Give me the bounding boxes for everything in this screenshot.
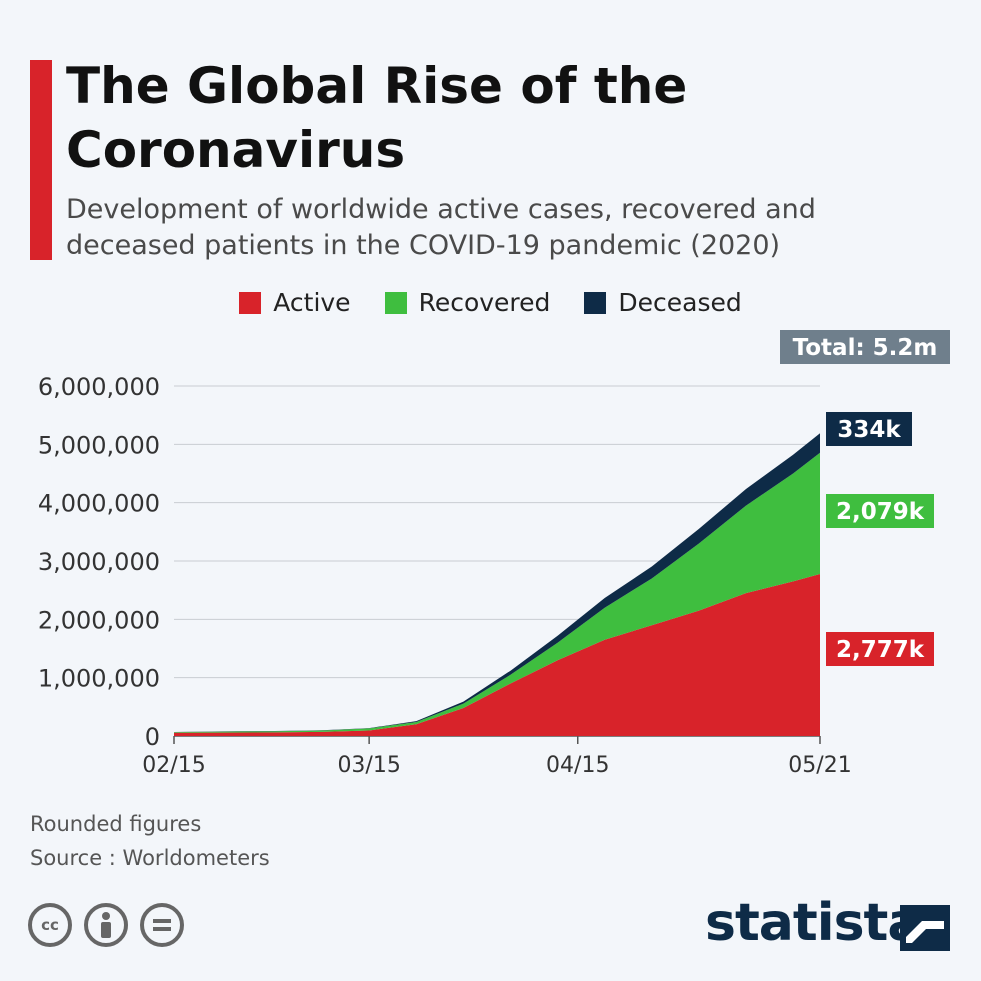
active-end-label: 2,777k bbox=[826, 632, 934, 666]
y-tick-label: 4,000,000 bbox=[38, 490, 160, 518]
legend-item-active: Active bbox=[239, 288, 351, 317]
y-tick-label: 2,000,000 bbox=[38, 606, 160, 634]
legend-item-deceased: Deceased bbox=[584, 288, 742, 317]
y-tick-label: 0 bbox=[145, 723, 160, 751]
legend-label-active: Active bbox=[273, 288, 351, 317]
y-tick-label: 3,000,000 bbox=[38, 548, 160, 576]
active-end-label-text: 2,777k bbox=[836, 637, 925, 663]
chart-title: The Global Rise of the Coronavirus bbox=[66, 57, 688, 179]
active-end-label-bg bbox=[826, 632, 934, 666]
by-person-icon[interactable] bbox=[84, 903, 128, 947]
legend-label-deceased: Deceased bbox=[618, 288, 742, 317]
deceased-end-label-bg bbox=[826, 412, 912, 446]
x-tick-label: 04/15 bbox=[546, 753, 609, 778]
total-badge-bg bbox=[780, 330, 950, 364]
area-recovered bbox=[174, 452, 820, 733]
chart-canvas: 0 1,000,000 2,000,000 3,000,000 4,000,000 5,0… bbox=[38, 330, 950, 778]
statista-logo-icon[interactable] bbox=[900, 905, 950, 951]
y-tick-label: 5,000,000 bbox=[38, 431, 160, 459]
legend-swatch-deceased bbox=[584, 291, 607, 314]
person-glyph-icon bbox=[101, 912, 111, 938]
x-tick-label: 05/21 bbox=[788, 753, 851, 778]
legend-item-recovered: Recovered bbox=[384, 288, 551, 317]
legend-swatch-active bbox=[239, 291, 262, 314]
statista-logo-text[interactable]: statista bbox=[705, 893, 922, 953]
deceased-end-label: 334k bbox=[826, 412, 912, 446]
recovered-end-label-bg bbox=[826, 494, 934, 528]
recovered-end-label-text: 2,079k bbox=[836, 499, 925, 525]
x-tick-label: 03/15 bbox=[337, 753, 400, 778]
cc-icon[interactable]: cc bbox=[28, 903, 72, 947]
footnote-rounded: Rounded figures bbox=[30, 812, 202, 836]
legend-swatch-recovered bbox=[384, 291, 407, 314]
equals-glyph-icon bbox=[153, 919, 171, 931]
total-badge: Total: 5.2m bbox=[780, 330, 950, 364]
footnote-source: Source : Worldometers bbox=[30, 846, 270, 870]
legend-label-recovered: Recovered bbox=[418, 288, 551, 317]
title-accent-bar bbox=[30, 60, 52, 260]
chart-legend: Active Recovered Deceased bbox=[0, 288, 981, 317]
nd-equals-icon[interactable] bbox=[140, 903, 184, 947]
y-tick-label: 1,000,000 bbox=[38, 665, 160, 693]
recovered-end-label: 2,079k bbox=[826, 494, 934, 528]
license-icons: cc bbox=[28, 903, 184, 947]
chart-subtitle: Development of worldwide active cases, r… bbox=[66, 194, 816, 261]
area-active bbox=[174, 574, 820, 736]
deceased-end-label-text: 334k bbox=[837, 417, 901, 443]
x-tick-label: 02/15 bbox=[142, 753, 205, 778]
total-badge-text: Total: 5.2m bbox=[793, 335, 938, 361]
y-tick-label: 6,000,000 bbox=[38, 373, 160, 401]
